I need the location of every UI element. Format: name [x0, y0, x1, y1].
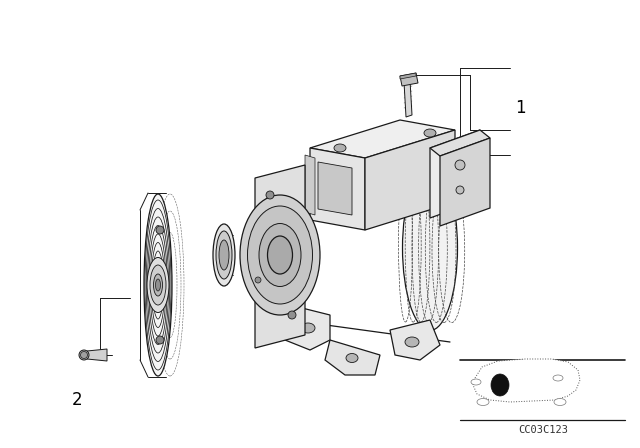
- Ellipse shape: [288, 311, 296, 319]
- Polygon shape: [400, 73, 418, 86]
- Ellipse shape: [79, 350, 89, 360]
- Ellipse shape: [268, 236, 292, 274]
- Ellipse shape: [144, 194, 172, 376]
- Polygon shape: [390, 320, 440, 360]
- Polygon shape: [310, 120, 455, 158]
- Ellipse shape: [403, 165, 458, 331]
- Ellipse shape: [156, 336, 164, 344]
- Ellipse shape: [260, 181, 290, 315]
- Polygon shape: [365, 130, 455, 230]
- Ellipse shape: [240, 195, 320, 315]
- Ellipse shape: [255, 277, 261, 283]
- Polygon shape: [400, 73, 416, 79]
- Ellipse shape: [471, 379, 481, 385]
- Text: 2: 2: [72, 391, 82, 409]
- Polygon shape: [255, 165, 305, 348]
- Text: 1: 1: [515, 99, 525, 117]
- Polygon shape: [473, 359, 580, 402]
- Polygon shape: [87, 349, 107, 361]
- Ellipse shape: [216, 231, 232, 279]
- Ellipse shape: [456, 186, 464, 194]
- Ellipse shape: [156, 279, 161, 291]
- Ellipse shape: [259, 224, 301, 287]
- Ellipse shape: [156, 226, 164, 234]
- Ellipse shape: [491, 374, 509, 396]
- Ellipse shape: [346, 353, 358, 362]
- Polygon shape: [430, 130, 490, 156]
- Polygon shape: [430, 130, 480, 218]
- Polygon shape: [440, 138, 490, 226]
- Ellipse shape: [553, 375, 563, 381]
- Ellipse shape: [477, 399, 489, 405]
- Text: CC03C123: CC03C123: [518, 425, 568, 435]
- Ellipse shape: [405, 337, 419, 347]
- Ellipse shape: [248, 206, 312, 304]
- Ellipse shape: [81, 352, 88, 358]
- Ellipse shape: [301, 323, 315, 333]
- Polygon shape: [318, 162, 352, 215]
- Polygon shape: [325, 340, 380, 375]
- Polygon shape: [305, 155, 315, 215]
- Ellipse shape: [334, 144, 346, 152]
- Ellipse shape: [455, 160, 465, 170]
- Ellipse shape: [147, 258, 169, 313]
- Ellipse shape: [213, 224, 235, 286]
- Ellipse shape: [219, 240, 229, 270]
- Ellipse shape: [266, 191, 274, 199]
- Polygon shape: [285, 305, 330, 350]
- Ellipse shape: [424, 129, 436, 137]
- Polygon shape: [310, 148, 365, 230]
- Ellipse shape: [554, 399, 566, 405]
- Ellipse shape: [154, 274, 163, 296]
- Ellipse shape: [150, 265, 166, 305]
- Polygon shape: [404, 80, 412, 117]
